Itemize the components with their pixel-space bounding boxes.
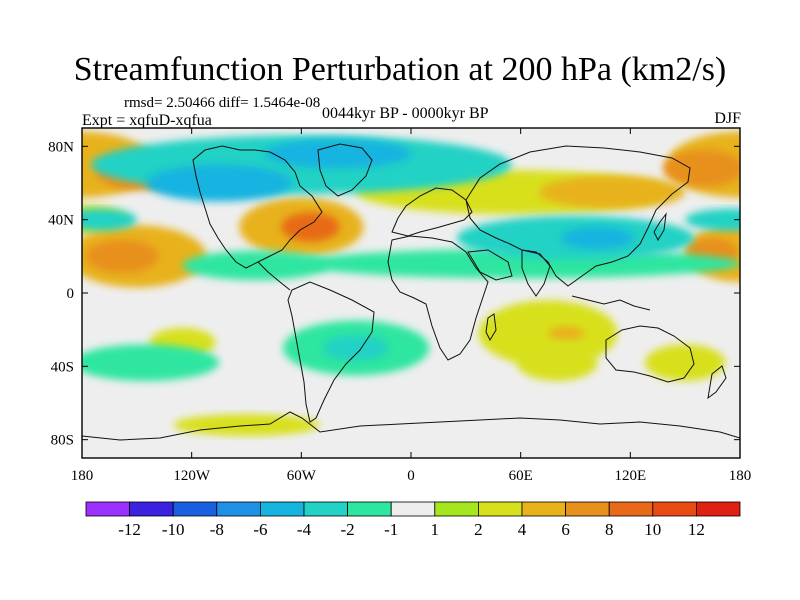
coast-indonesia (571, 295, 651, 311)
colorbar-label: 10 (644, 520, 661, 539)
coast-new-zealand (707, 365, 727, 400)
colorbar-label: 4 (518, 520, 527, 539)
anomaly-negative-19 (560, 227, 634, 249)
lat-tick-label: 80N (48, 139, 74, 155)
lon-tick-label: 180 (729, 468, 752, 484)
anomaly-positive-24 (517, 344, 598, 381)
anomaly-positive-10 (281, 212, 340, 242)
map-title: Streamfunction Perturbation at 200 hPa (… (73, 51, 727, 88)
coast-greenland (317, 143, 373, 197)
colorbar-swatch (390, 501, 436, 517)
anomaly-negative-20 (82, 208, 137, 231)
colorbar-label: 2 (474, 520, 483, 539)
coast-europe (391, 187, 473, 237)
colorbar-swatch (477, 501, 523, 517)
lat-tick-label: 80S (51, 433, 74, 449)
colorbar: -12 -10 -8 -6 -4 -2 -1 1 2 4 6 8 10 12 (85, 501, 741, 539)
lon-tick-label: 180 (71, 468, 94, 484)
anomaly-negative-28 (82, 344, 220, 381)
streamfunction-field (82, 131, 740, 436)
colorbar-swatch (347, 501, 392, 517)
coast-north-america (192, 145, 323, 269)
lon-tick-label: 120E (614, 468, 646, 484)
colorbar-swatch (652, 501, 697, 517)
anomaly-negative-17 (264, 139, 411, 169)
colorbar-swatch (696, 501, 741, 517)
anomaly-positive-29 (644, 344, 726, 381)
lat-tick-label: 40N (48, 213, 74, 229)
colorbar-label: -12 (118, 520, 141, 539)
lon-tick-label: 60W (287, 468, 317, 484)
colorbar-swatch (85, 501, 130, 517)
colorbar-label: -4 (297, 520, 312, 539)
lon-tick-label: 60E (509, 468, 533, 484)
colorbar-label: 12 (688, 520, 705, 539)
coast-africa (387, 235, 489, 361)
coast-madagascar (485, 313, 497, 342)
coast-asia (465, 145, 691, 287)
coast-central-america (257, 261, 291, 291)
coast-antarctica (82, 411, 740, 441)
colorbar-label: 1 (431, 520, 440, 539)
coastlines (82, 143, 740, 441)
colorbar-label: 6 (561, 520, 570, 539)
period-label: 0044kyr BP - 0000kyr BP (322, 105, 489, 122)
colorbar-label: -8 (210, 520, 224, 539)
lat-tick-label: 0 (67, 286, 75, 302)
colorbar-label: -6 (253, 520, 267, 539)
colorbar-swatch (259, 501, 305, 517)
experiment-label: Expt = xqfuD-xqfua (82, 112, 212, 129)
colorbar-swatch (303, 501, 348, 517)
anomaly-positive-3 (663, 150, 740, 187)
lon-tick-label: 0 (407, 468, 415, 484)
colorbar-label: -2 (341, 520, 355, 539)
anomaly-negative-16 (145, 164, 293, 202)
stats-text: rmsd= 2.50466 diff= 1.5464e-08 (124, 95, 321, 111)
colorbar-swatch (565, 501, 610, 517)
colorbar-label: -1 (384, 520, 398, 539)
colorbar-swatch (172, 501, 218, 517)
lat-tick-label: 40S (51, 359, 74, 375)
anomaly-positive-23 (548, 326, 585, 341)
colorbar-swatch (129, 501, 174, 517)
anomaly-positive-6 (85, 239, 159, 273)
colorbar-label: 8 (605, 520, 614, 539)
coast-india (521, 249, 551, 297)
map-axes: 180 120W 60W 0 60E 120E 180 80N 40N 0 40S 80S (48, 128, 751, 484)
colorbar-swatch (608, 501, 654, 517)
anomaly-negative-14 (182, 250, 329, 281)
coast-arabia (467, 249, 513, 281)
lon-tick-label: 120W (173, 468, 211, 484)
colorbar-swatch (434, 501, 479, 517)
coast-south-america (287, 281, 375, 423)
anomaly-negative-21 (685, 208, 740, 231)
colorbar-swatch (216, 501, 261, 517)
coast-japan (653, 212, 667, 242)
coast-australia (605, 325, 695, 383)
anomaly-positive-12 (538, 175, 686, 209)
colorbar-swatch (521, 501, 566, 517)
colorbar-label: -10 (162, 520, 185, 539)
season-label: DJF (714, 110, 741, 127)
anomaly-positive-30 (173, 414, 320, 436)
anomaly-negative-26 (323, 335, 390, 361)
